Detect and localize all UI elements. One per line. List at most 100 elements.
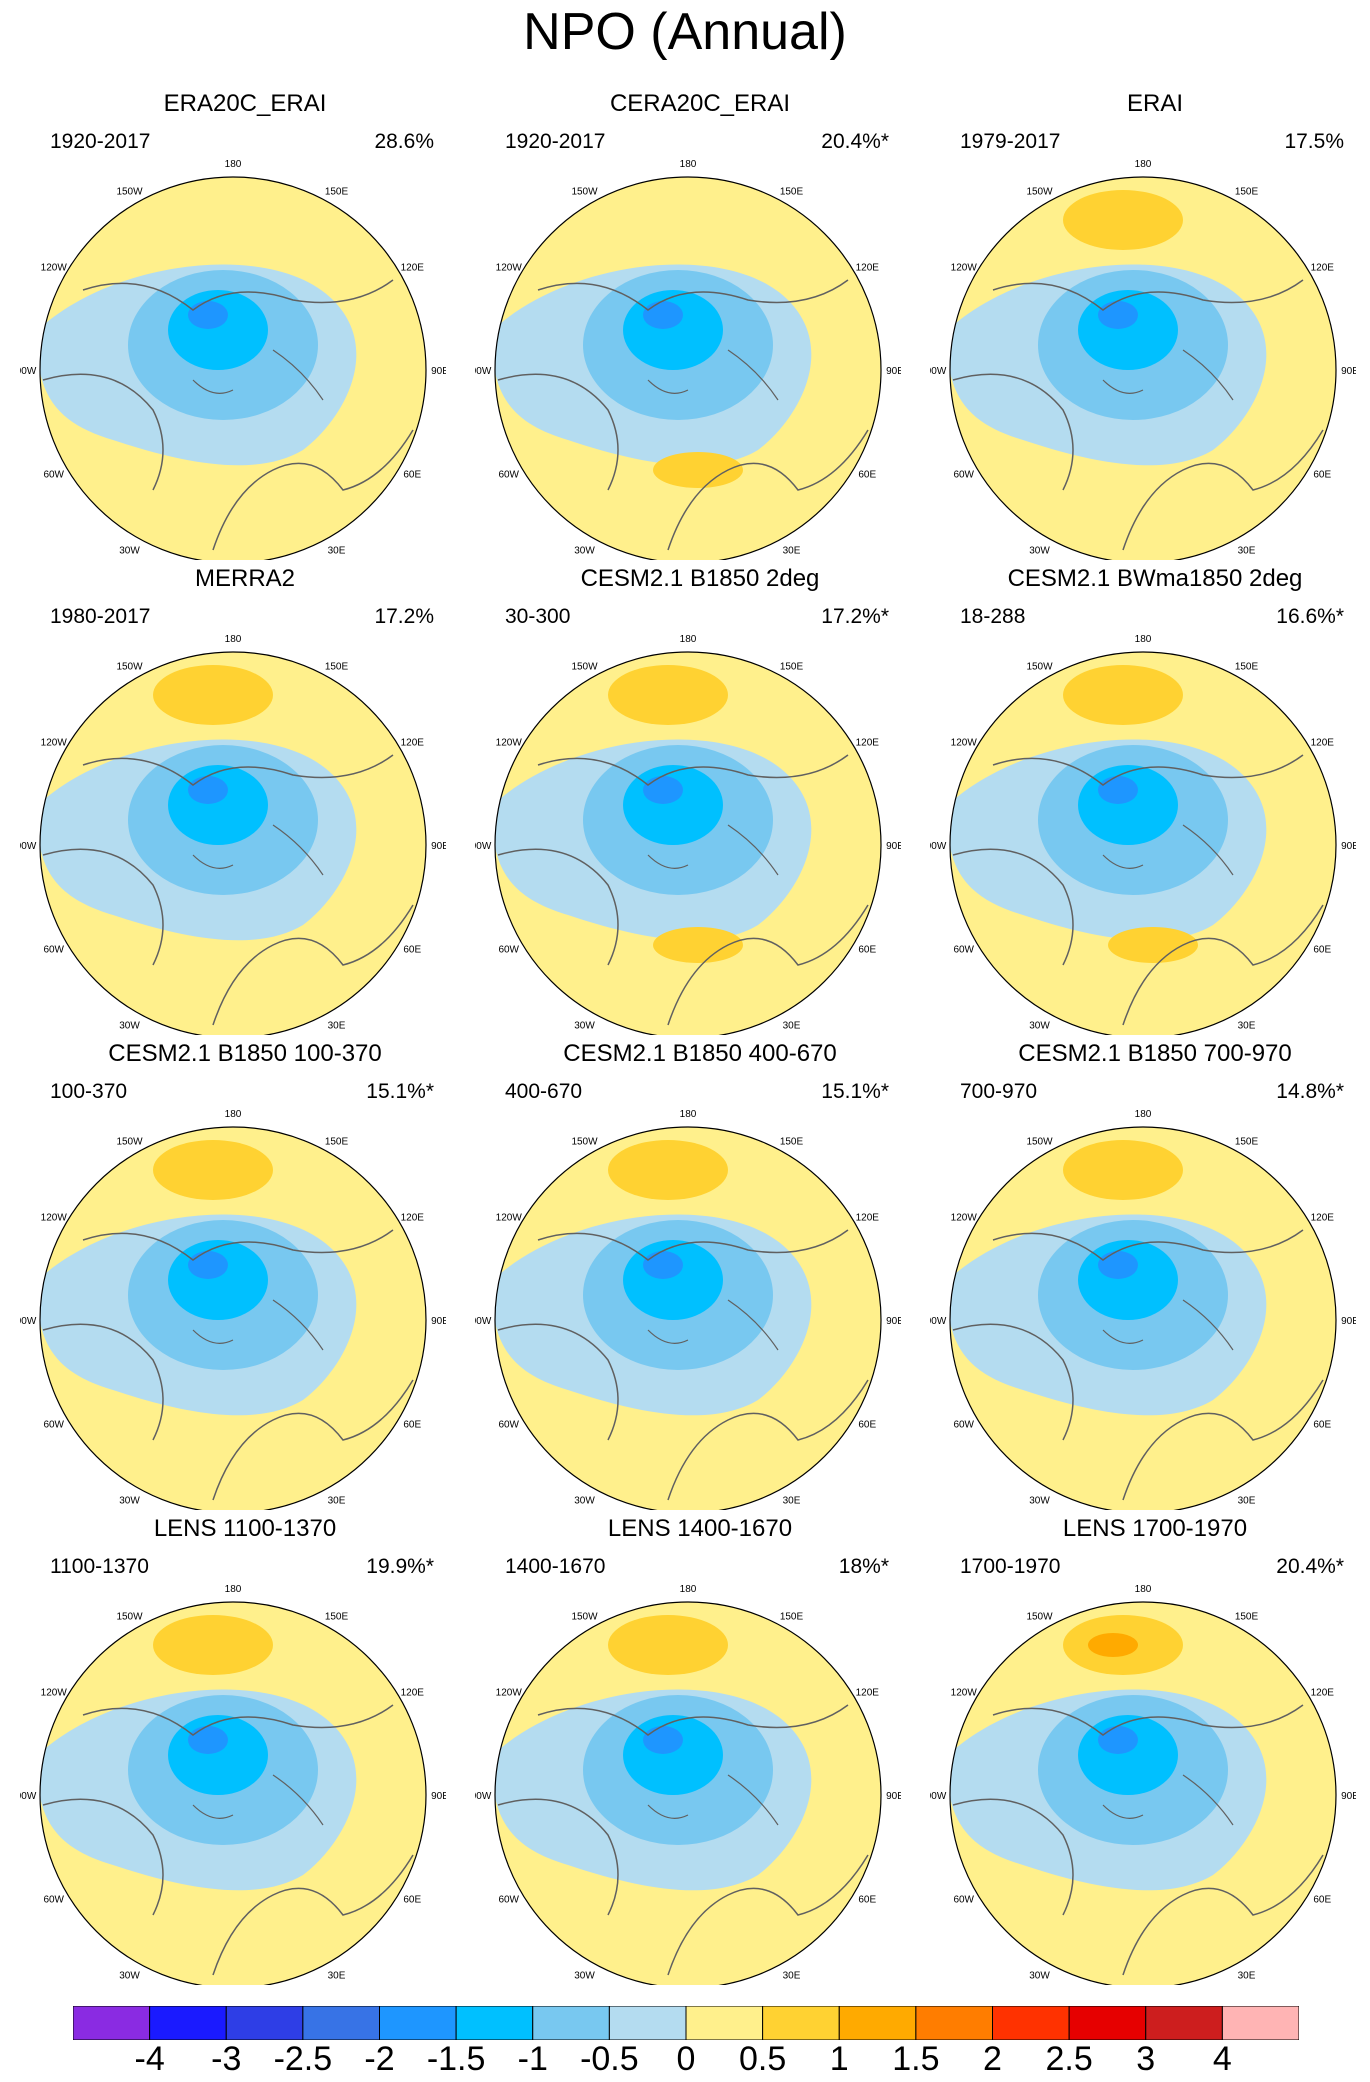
- longitude-label: 150W: [116, 1137, 143, 1148]
- coastline: [992, 1229, 1304, 1261]
- arctic-low-center: [643, 776, 683, 804]
- longitude-label: 120W: [951, 1213, 978, 1224]
- longitude-label: 60W: [498, 1420, 519, 1431]
- longitude-label: 120W: [951, 263, 978, 274]
- map-panel: LENS 1100-1370 1100-1370 19.9%* 180 150E 120E…: [20, 1515, 470, 1985]
- colorbar-swatch: [1221, 2006, 1299, 2040]
- map-boundary: [39, 1126, 427, 1510]
- panel-title: CESM2.1 BWma1850 2deg: [1007, 565, 1303, 592]
- atlantic-high: [653, 452, 743, 488]
- panel-variance: 20.4%*: [821, 130, 889, 153]
- map-panel: MERRA2 1980-2017 17.2% 180 150E 120E 90E 60E 30E…: [20, 565, 470, 1035]
- coastline: [192, 1774, 324, 1826]
- coastline: [82, 1229, 394, 1261]
- panel-period: 1920-2017: [505, 130, 606, 153]
- colorbar-tick-label: -2.5: [273, 2040, 333, 2078]
- colorbar-swatch: [992, 2006, 1070, 2040]
- arctic-low-center: [643, 301, 683, 329]
- pacific-high: [1063, 665, 1183, 725]
- map-panel: CERA20C_ERAI 1920-2017 20.4%* 180 150E 120E 90…: [475, 90, 925, 560]
- coastline: [1122, 1379, 1324, 1501]
- panel-period: 400-670: [505, 1080, 583, 1103]
- longitude-label: 150W: [1026, 1612, 1053, 1623]
- longitude-label: 30W: [574, 1020, 595, 1031]
- coastline: [42, 1323, 164, 1441]
- pacific-high: [608, 1615, 728, 1675]
- coastline: [192, 1299, 324, 1351]
- longitude-label: 90W: [930, 841, 947, 852]
- longitude-label: 150E: [780, 662, 804, 673]
- longitude-label: 120W: [496, 1213, 523, 1224]
- figure-title: NPO (Annual): [523, 3, 847, 61]
- panel-period: 1700-1970: [960, 1555, 1061, 1578]
- longitude-label: 120E: [401, 1213, 425, 1224]
- longitude-label: 120W: [41, 263, 68, 274]
- coastline: [82, 279, 394, 311]
- panel-title: CESM2.1 B1850 700-970: [1018, 1040, 1292, 1067]
- panel-title: CESM2.1 B1850 2deg: [580, 565, 820, 592]
- colorbar-swatch: [608, 2006, 687, 2040]
- longitude-label: 120E: [856, 1213, 880, 1224]
- colorbar-swatch: [455, 2006, 534, 2040]
- map-panel: CESM2.1 B1850 700-970 700-970 14.8%* 180 150…: [930, 1040, 1370, 1510]
- polar-map: 180150E120E90E60E30E030W60W90W120W150W: [20, 159, 446, 560]
- longitude-label: 120W: [951, 738, 978, 749]
- arctic-low-center: [188, 301, 228, 329]
- map-boundary: [494, 1126, 882, 1510]
- longitude-label: 30E: [328, 1970, 346, 1981]
- pacific-high-center: [1088, 1633, 1138, 1657]
- coastline: [647, 349, 779, 401]
- longitude-label: 150E: [1235, 1612, 1259, 1623]
- longitude-label: 60W: [953, 945, 974, 956]
- longitude-label: 180: [225, 634, 242, 645]
- colorbar-labels: -4 -3 -2.5 -2 -1.5 -1 -0.5 0 0.5 1 1.5 2 2.5 3 4: [0, 2040, 1370, 2082]
- longitude-label: 120W: [41, 738, 68, 749]
- colorbar-swatch: [73, 2006, 151, 2040]
- map-boundary: [39, 176, 427, 560]
- longitude-label: 60E: [403, 470, 421, 481]
- coastline: [212, 429, 414, 551]
- colorbar: [73, 2006, 1299, 2040]
- panel-variance: 28.6%: [374, 130, 434, 153]
- map-panel: ERA20C_ERAI 1920-2017 28.6% 180 150E 120E 90E 6…: [20, 90, 470, 560]
- polar-map: 180150E120E90E60E30E030W60W90W120W150W: [20, 1109, 446, 1510]
- arctic-low-center: [643, 1251, 683, 1279]
- longitude-label: 150E: [325, 187, 349, 198]
- coastline: [497, 1798, 619, 1916]
- map-boundary: [39, 651, 427, 1035]
- longitude-label: 90W: [20, 1316, 37, 1327]
- coastline: [42, 848, 164, 966]
- coastline: [212, 1379, 414, 1501]
- panel-period: 1979-2017: [960, 130, 1061, 153]
- longitude-label: 150E: [780, 187, 804, 198]
- coastline: [647, 1774, 779, 1826]
- longitude-label: 90E: [1341, 366, 1356, 377]
- arctic-low-center: [643, 1726, 683, 1754]
- longitude-label: 60W: [953, 1420, 974, 1431]
- colorbar-swatch: [685, 2006, 764, 2040]
- longitude-label: 30E: [328, 545, 346, 556]
- longitude-label: 60W: [498, 945, 519, 956]
- panel-variance: 15.1%*: [821, 1080, 889, 1103]
- longitude-label: 150W: [116, 662, 143, 673]
- coastline: [952, 848, 1074, 966]
- colorbar-tick-label: 2: [983, 2040, 1002, 2078]
- longitude-label: 30E: [1238, 545, 1256, 556]
- polar-map: 180150E120E90E60E30E030W60W90W120W150W: [930, 634, 1356, 1035]
- colorbar-tick-label: -4: [134, 2040, 165, 2078]
- colorbar-swatch: [225, 2006, 304, 2040]
- longitude-label: 60W: [43, 1895, 64, 1906]
- longitude-label: 90W: [20, 841, 37, 852]
- longitude-label: 180: [225, 159, 242, 170]
- map-boundary: [949, 176, 1337, 560]
- longitude-label: 120E: [1311, 263, 1335, 274]
- colorbar-tick-label: 0.5: [738, 2040, 787, 2078]
- panel-title: MERRA2: [194, 565, 296, 592]
- longitude-label: 30E: [1238, 1020, 1256, 1031]
- colorbar-swatch: [302, 2006, 380, 2040]
- pacific-high: [153, 665, 273, 725]
- map-panel: CESM2.1 B1850 400-670 400-670 15.1%* 180 150…: [475, 1040, 925, 1510]
- longitude-label: 60W: [43, 470, 64, 481]
- longitude-label: 150W: [1026, 662, 1053, 673]
- longitude-label: 120E: [856, 1688, 880, 1699]
